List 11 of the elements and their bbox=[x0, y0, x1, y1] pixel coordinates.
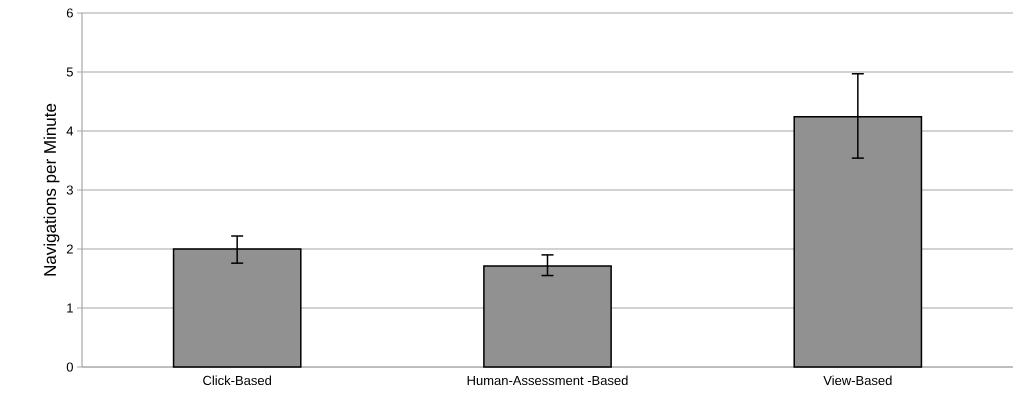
y-tick-label: 6 bbox=[66, 8, 73, 18]
y-tick-label: 1 bbox=[67, 303, 73, 313]
x-tick-label: View-Based bbox=[823, 375, 892, 386]
y-tick-label: 5 bbox=[66, 67, 73, 77]
y-tick-label: 4 bbox=[66, 126, 74, 136]
y-tick-label: 3 bbox=[66, 185, 73, 195]
x-tick-label: Human-Assessment -Based bbox=[467, 375, 628, 386]
y-axis-title: Navigations per Minute bbox=[43, 103, 60, 276]
x-tick-label: Click-Based bbox=[203, 375, 272, 386]
y-tick-label: 0 bbox=[66, 362, 73, 372]
y-tick-label: 2 bbox=[66, 244, 73, 254]
